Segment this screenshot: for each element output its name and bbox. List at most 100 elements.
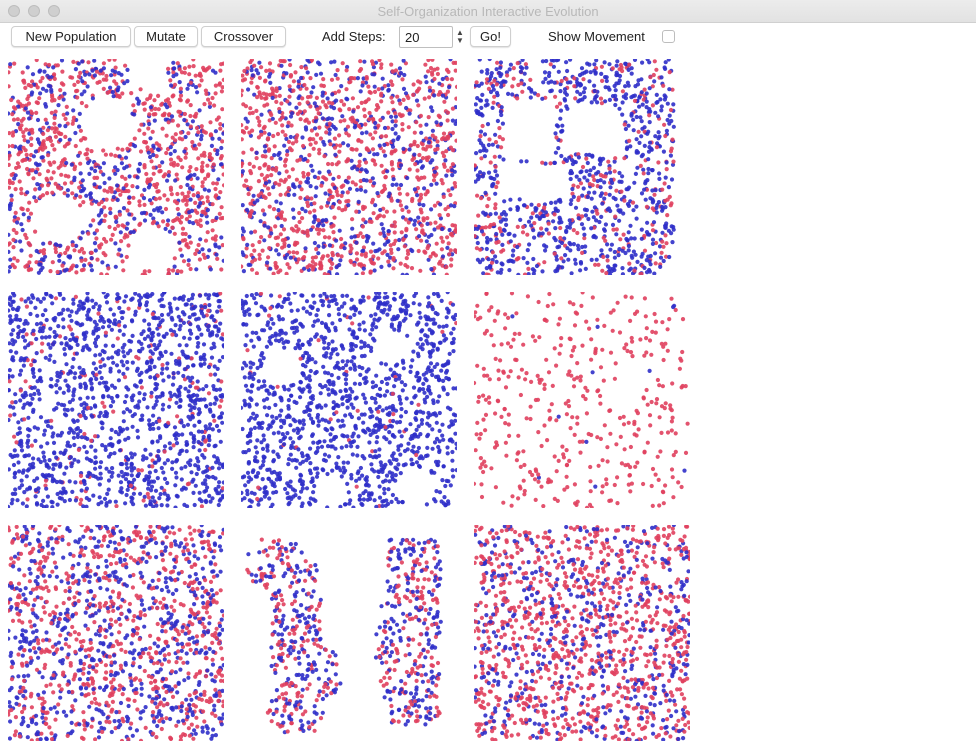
zoom-window-icon[interactable] <box>48 5 60 17</box>
particle <box>297 109 303 114</box>
particle <box>305 176 311 181</box>
particle <box>213 487 218 492</box>
particle <box>328 142 333 147</box>
minimize-window-icon[interactable] <box>28 5 40 17</box>
particle <box>60 69 65 74</box>
particle <box>25 427 31 432</box>
particle <box>274 99 279 104</box>
particle <box>572 84 577 89</box>
particle <box>188 431 194 436</box>
particle <box>165 480 170 486</box>
particle <box>288 74 293 79</box>
particle <box>132 112 137 117</box>
particle <box>582 207 588 212</box>
particle <box>356 199 361 204</box>
crossover-button[interactable]: Crossover <box>201 26 286 47</box>
particle <box>79 246 85 252</box>
particle <box>502 199 507 204</box>
particle <box>160 126 165 131</box>
particle <box>495 93 500 98</box>
particle <box>41 325 46 330</box>
particle <box>450 168 455 173</box>
particle <box>49 176 54 181</box>
mutate-button[interactable]: Mutate <box>134 26 198 47</box>
particle <box>433 220 438 225</box>
particle <box>628 223 633 228</box>
particle <box>358 67 364 72</box>
particle <box>558 108 564 113</box>
particle <box>26 438 31 443</box>
particle <box>445 89 450 94</box>
particle <box>531 228 536 233</box>
particle <box>495 144 500 149</box>
particle <box>506 91 511 96</box>
particle <box>379 93 384 98</box>
population-panel-4[interactable] <box>8 292 224 508</box>
particle <box>193 208 198 213</box>
particle <box>74 320 79 325</box>
particle <box>382 142 387 147</box>
particle <box>134 354 139 360</box>
particle <box>478 149 483 154</box>
particle <box>93 162 98 167</box>
particle <box>568 242 573 247</box>
particle <box>172 231 177 236</box>
particle <box>640 152 645 157</box>
particle <box>150 312 155 317</box>
new-population-button[interactable]: New Population <box>11 26 131 47</box>
population-panel-2[interactable] <box>241 59 457 275</box>
particle <box>310 267 315 272</box>
particle <box>8 417 11 423</box>
particle <box>621 232 626 237</box>
particle <box>294 224 299 229</box>
show-movement-checkbox[interactable] <box>662 30 675 43</box>
steps-stepper[interactable]: ▲ ▼ <box>454 26 466 48</box>
particle <box>285 149 290 154</box>
particle <box>169 192 174 197</box>
particle <box>581 90 586 95</box>
particle <box>221 344 224 349</box>
chevron-down-icon[interactable]: ▼ <box>456 36 464 45</box>
close-window-icon[interactable] <box>8 5 20 17</box>
particle <box>78 429 83 434</box>
particle <box>291 88 296 93</box>
chevron-up-icon[interactable]: ▲ <box>456 28 464 37</box>
particle <box>531 256 536 262</box>
particle <box>667 87 672 92</box>
particle <box>184 449 189 454</box>
particle <box>548 89 553 94</box>
particle <box>48 353 53 358</box>
particle <box>420 142 425 147</box>
particle <box>589 100 594 105</box>
particle <box>272 144 277 149</box>
particle <box>212 444 217 449</box>
particle <box>172 425 178 430</box>
particle <box>67 137 72 142</box>
particle <box>74 270 79 275</box>
particle <box>599 71 604 76</box>
particle <box>144 171 149 177</box>
population-panel-3[interactable] <box>474 59 690 275</box>
particle <box>269 173 274 178</box>
particle <box>141 329 146 334</box>
particle <box>522 71 527 76</box>
particle <box>606 85 611 90</box>
particle <box>415 143 420 149</box>
particle <box>594 257 599 262</box>
particle <box>180 226 186 231</box>
steps-input[interactable] <box>399 26 453 48</box>
particle <box>371 241 376 246</box>
go-button[interactable]: Go! <box>470 26 511 47</box>
particle-plot <box>8 59 224 275</box>
particle <box>219 89 224 94</box>
particle <box>98 318 103 323</box>
particle <box>33 187 38 192</box>
particle <box>501 227 507 232</box>
particle <box>444 264 449 270</box>
particle <box>13 487 18 492</box>
particle <box>177 217 182 223</box>
particle <box>206 391 212 396</box>
particle <box>50 190 55 195</box>
particle <box>574 174 579 179</box>
population-panel-1[interactable] <box>8 59 224 275</box>
